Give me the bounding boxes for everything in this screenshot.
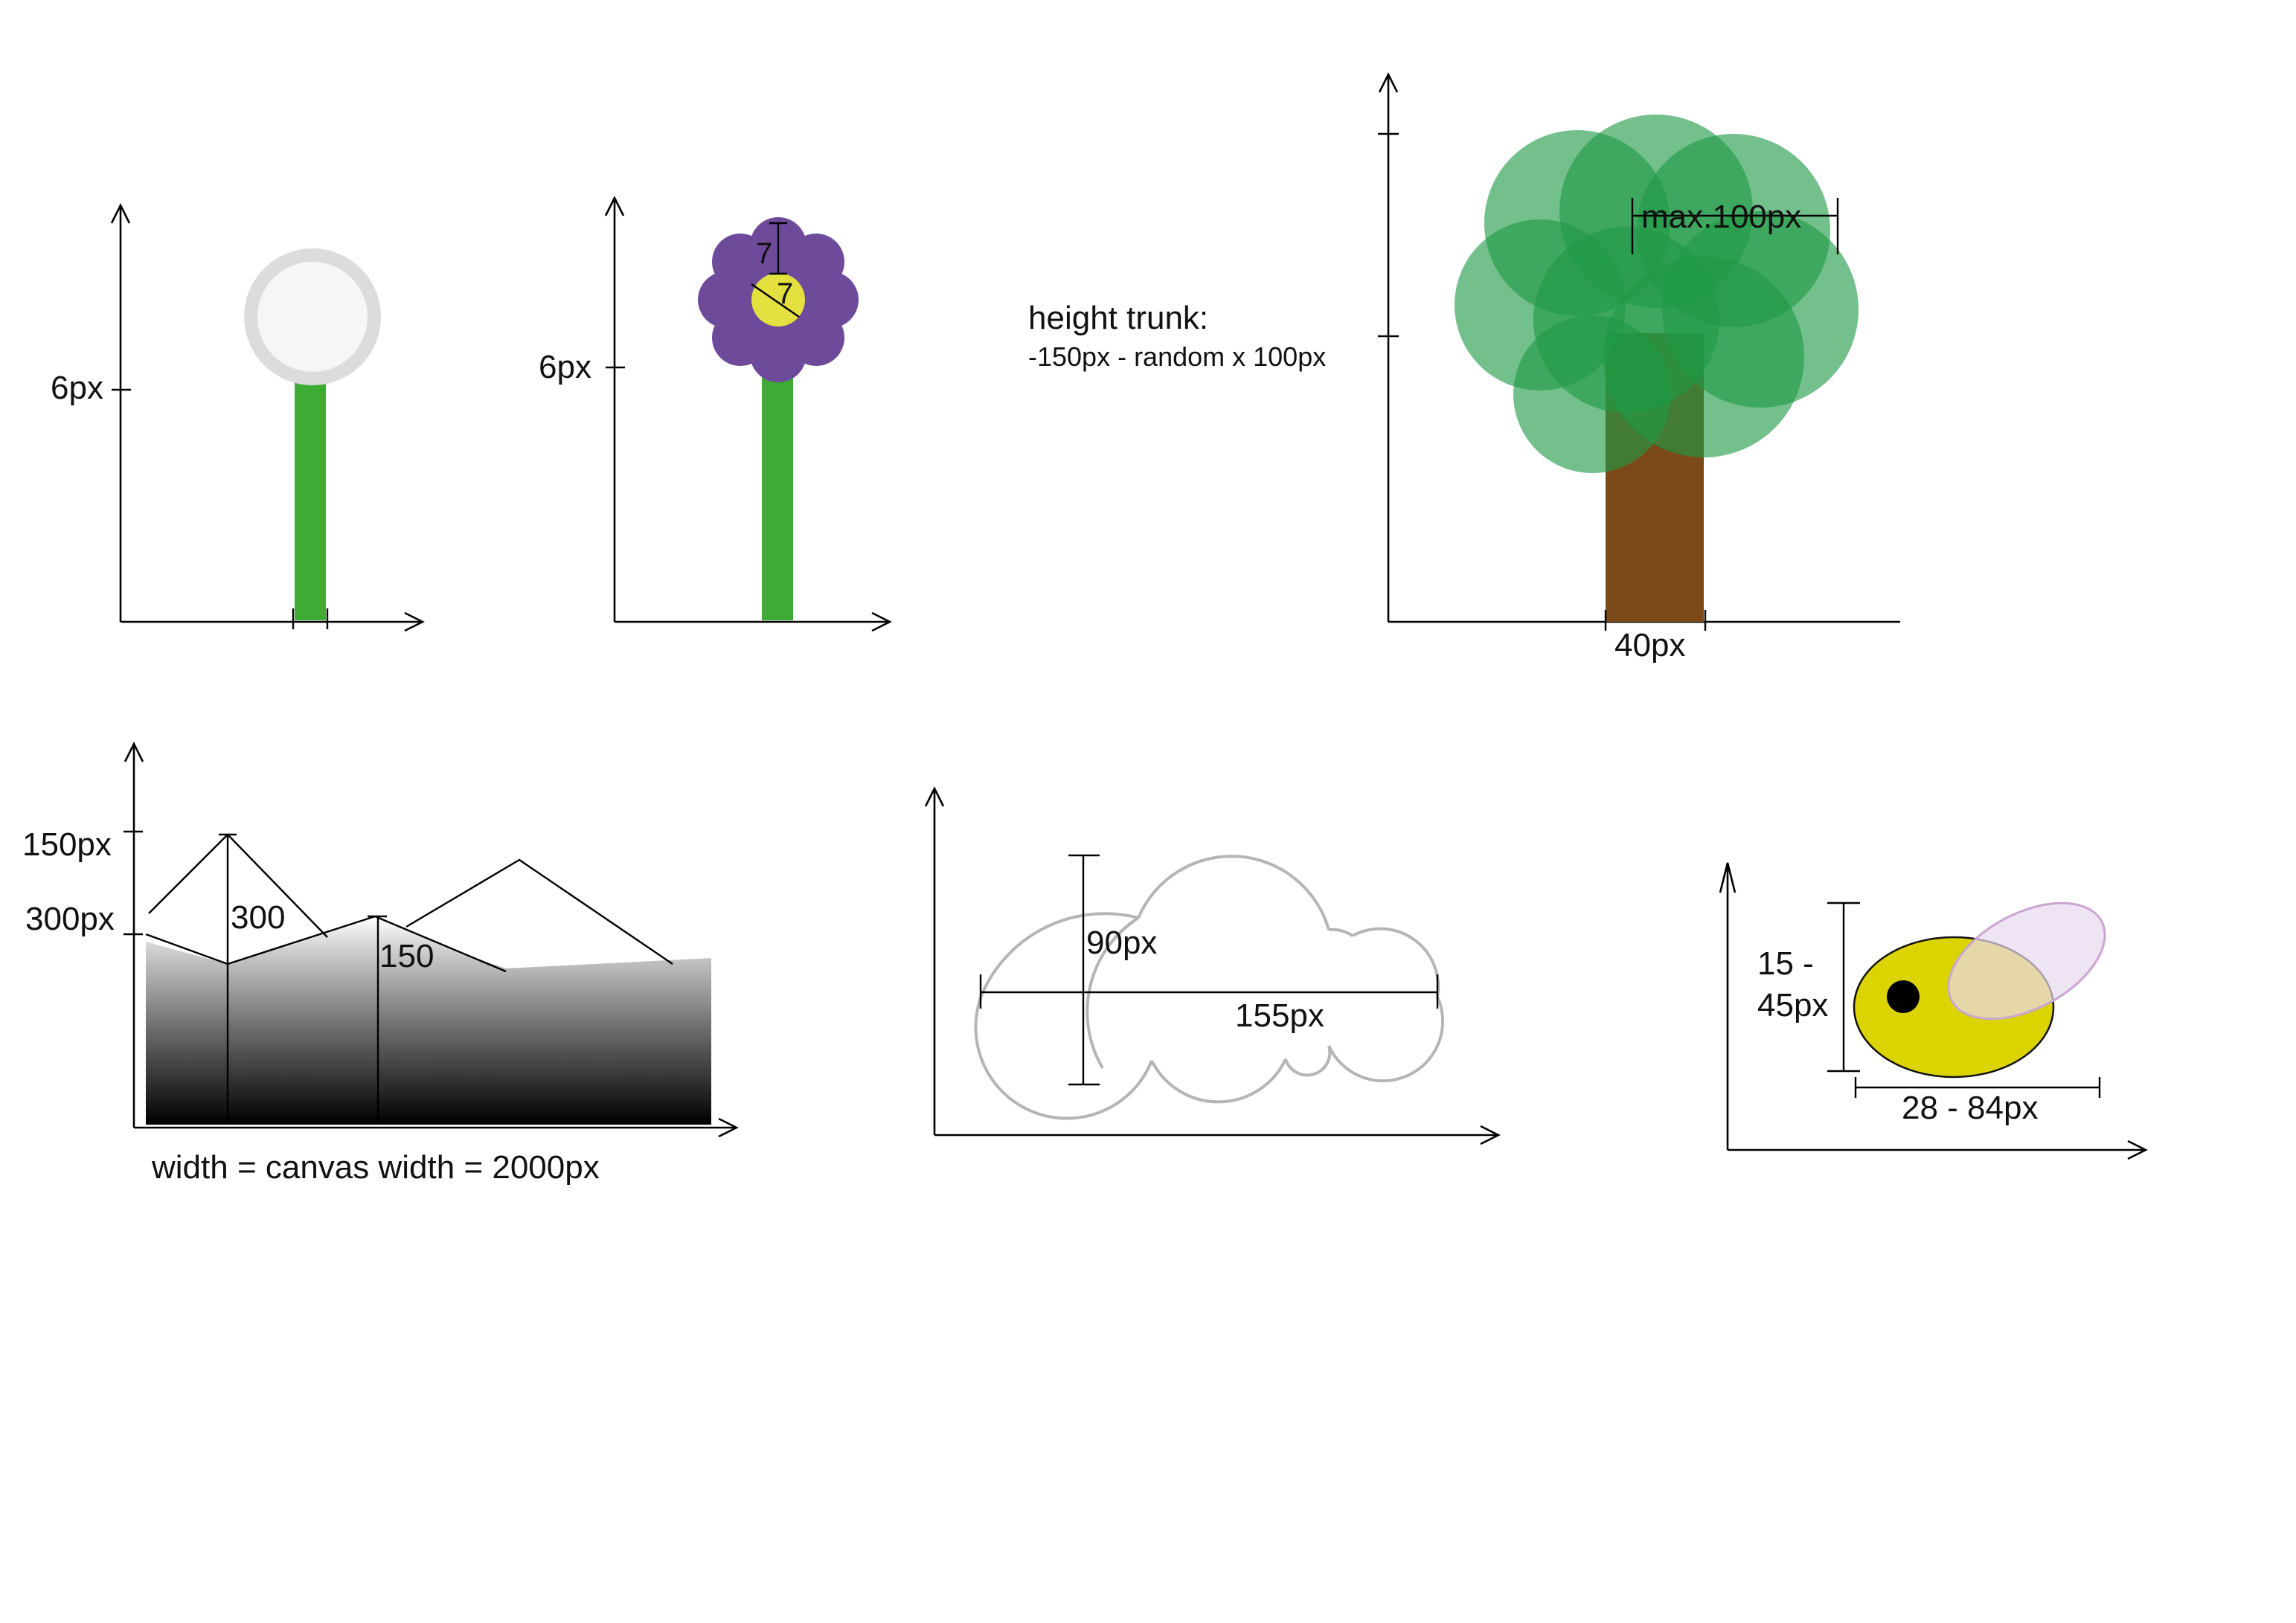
mountain-ridge-back [145,915,507,973]
mountains-diagram: 150px 300px 300 150 width = canvas width… [22,742,739,1186]
mountains-y-axis [124,742,144,1128]
dandelion-head [244,248,381,385]
bee-width-dimension [1854,1077,2101,1098]
dandelion-y-axis [110,203,131,622]
tree-note-title: height trunk: [1028,300,1208,336]
dandelion-stem [295,372,326,620]
cloud-y-axis [924,786,945,1135]
flower-center-label: 7 [777,277,793,310]
flower-petal-dimension [769,222,787,275]
tree-trunk-width-label: 40px [1614,627,1685,663]
cloud-x-axis [934,1125,1501,1145]
flower-diagram: 6px 7 7 [539,196,892,632]
mountain-fill [146,916,711,1125]
cloud-width-dimension [979,974,1439,1009]
bee-diagram: 15 - 45px 28 - 84px [1719,862,2148,1160]
bee-wing [1947,902,2106,1021]
tree-note-formula: -150px - random x 100px [1028,341,1326,372]
flower-stem [762,357,793,620]
flower-x-axis [615,611,892,632]
tree-y-axis [1378,72,1399,622]
bee-y-axis [1719,862,1737,1150]
mountain-peak-1-label: 300 [231,899,285,936]
cloud-height-label: 90px [1086,925,1157,961]
tree-crown [1455,115,1859,473]
mountains-x-axis [134,1117,739,1138]
dandelion-diagram: 6px [51,203,425,632]
mountain-peak-2-dimension [368,915,387,1125]
bee-height-dimension [1827,902,1860,1073]
bee-x-axis [1728,1140,2148,1160]
dandelion-height-label: 6px [51,370,103,406]
cloud-outline [974,855,1445,1120]
cloud-diagram: 90px 155px [924,786,1501,1145]
bee-eye [1887,980,1920,1013]
mountains-label-150: 150px [22,826,112,863]
flower-center-dimension [751,283,800,318]
flower-height-label: 6px [539,349,591,385]
flower-center [751,273,805,327]
mountain-peak-right [405,858,673,965]
tree-crown-label: max.100px [1641,199,1801,235]
flower-petal-label: 7 [756,237,772,270]
mountain-peak-1-dimension [219,833,237,1125]
bee-height-label-line2: 45px [1757,987,1828,1023]
mountain-peak-2-label: 150 [379,938,434,974]
cloud-height-dimension [1068,854,1100,1086]
bee-height-label-line1: 15 - [1757,945,1814,982]
tree-diagram: height trunk: -150px - random x 100px ma… [1028,72,1900,663]
mountains-width-label: width = canvas width = 2000px [151,1149,600,1186]
cloud-width-label: 155px [1235,997,1324,1034]
flower-y-axis [604,196,625,622]
dandelion-x-axis [121,611,425,632]
mountains-label-300: 300px [25,901,115,937]
tree-crown-dimension [1631,198,1839,254]
bee-width-label: 28 - 84px [1902,1090,2038,1126]
